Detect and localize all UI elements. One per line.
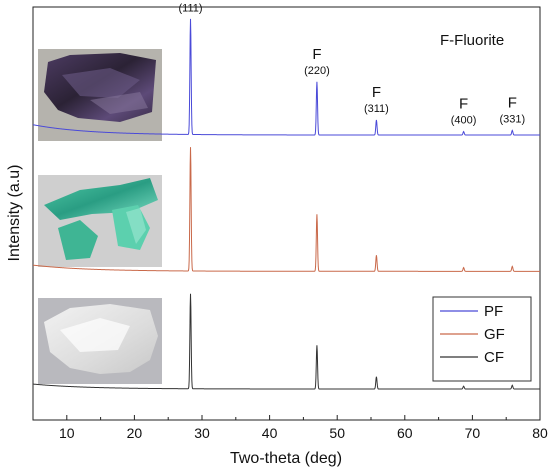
peak-hkl-label: (220) [304,65,330,77]
peak-phase-label: F [459,96,468,113]
photo-green-fluorite [38,175,162,267]
x-tick-label: 10 [59,425,75,441]
x-tick-label: 60 [397,425,413,441]
peak-phase-label: F [372,84,381,101]
peak-hkl-label: (331) [499,113,525,125]
peak-hkl-label: (400) [451,115,477,127]
legend-label-cf: CF [484,349,504,366]
x-tick-label: 70 [465,425,481,441]
legend-label-gf: GF [484,326,505,343]
x-tick-label: 50 [329,425,345,441]
x-tick-label: 80 [532,425,548,441]
legend: PF GF CF [432,296,532,382]
x-tick-label: 20 [127,425,143,441]
photo-purple-fluorite [38,49,162,141]
peak-phase-label: F [508,94,517,111]
peak-label-layer: (111)F(220)F(311)F(400)F(331)F [178,0,525,127]
series-line-cf [32,293,540,390]
photo-white-fluorite [38,298,162,384]
peak-phase-label: F [312,46,321,63]
peak-hkl-label: (311) [364,103,389,115]
series-layer [32,18,540,390]
series-line-gf [32,147,540,272]
x-axis-label: Two-theta (deg) [230,450,342,467]
x-tick-label: 40 [262,425,278,441]
legend-box [432,296,532,382]
series-line-pf [32,18,540,136]
legend-label-pf: PF [484,303,503,320]
x-axis-ticks: 10 20 30 40 50 60 70 80 [32,415,548,441]
peak-hkl-label: (111) [178,2,202,14]
annotation-title: F-Fluorite [440,32,504,49]
x-tick-label: 30 [194,425,210,441]
y-axis-label: Intensity (a.u) [6,165,23,262]
plot-frame [32,6,541,421]
